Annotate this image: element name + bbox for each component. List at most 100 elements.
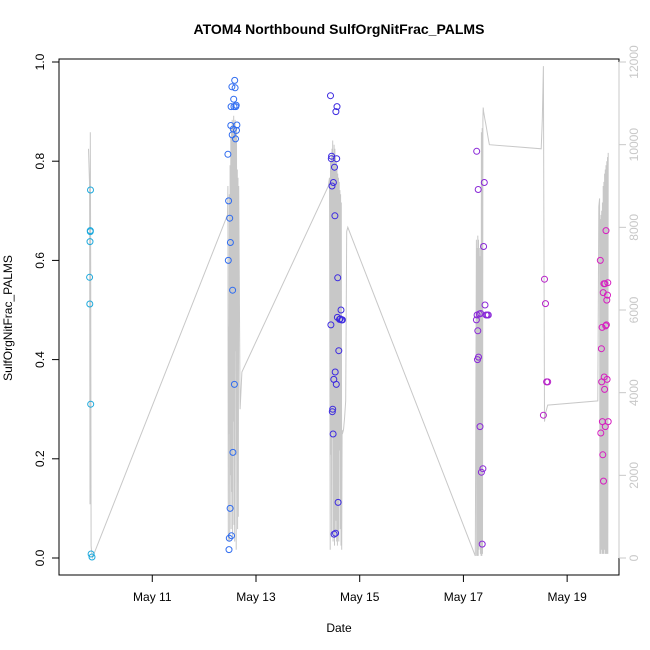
x-tick-label: May 17 xyxy=(444,590,484,604)
data-point xyxy=(87,400,95,408)
data-point xyxy=(474,327,482,335)
x-axis-label: Date xyxy=(326,621,352,635)
data-point xyxy=(231,76,239,84)
altitude-layer xyxy=(88,66,609,560)
y2-tick-label: 10000 xyxy=(627,128,641,162)
data-point xyxy=(328,182,336,190)
data-point xyxy=(602,322,610,330)
data-point xyxy=(329,405,337,413)
data-point xyxy=(541,275,548,283)
data-point xyxy=(480,179,488,186)
y2-tick-label: 2000 xyxy=(627,462,641,489)
y2-tick-label: 4000 xyxy=(627,379,641,406)
data-point xyxy=(333,155,341,163)
data-point xyxy=(232,135,239,143)
data-point xyxy=(477,468,485,476)
data-point xyxy=(597,429,605,437)
data-point xyxy=(338,316,346,324)
x-tick-label: May 11 xyxy=(133,590,172,604)
data-point xyxy=(229,125,237,133)
y2-tick-label: 0 xyxy=(627,554,641,561)
data-point xyxy=(327,155,335,163)
data-point xyxy=(227,103,235,111)
x-tick-label: May 15 xyxy=(340,590,380,604)
data-point xyxy=(86,238,94,246)
data-point xyxy=(604,418,612,426)
data-point xyxy=(472,316,480,324)
data-point xyxy=(604,291,611,299)
data-point xyxy=(481,301,489,309)
data-point xyxy=(476,423,484,431)
y2-axis: 0 2000 4000 6000 8000 10000 12000 xyxy=(618,45,641,561)
data-point xyxy=(224,150,232,158)
data-point xyxy=(226,214,234,222)
data-point xyxy=(230,95,238,103)
data-point xyxy=(473,147,481,155)
data-point xyxy=(602,227,610,235)
data-point xyxy=(601,385,609,393)
data-point xyxy=(331,163,338,171)
data-point xyxy=(332,380,340,388)
data-point xyxy=(335,347,343,355)
data-point xyxy=(542,300,549,308)
y-axis-label: SulfOrgNitFrac_PALMS xyxy=(1,255,15,381)
data-point xyxy=(596,256,604,264)
data-point xyxy=(228,83,236,91)
x-axis: May 11 May 13 May 15 May 17 May 19 xyxy=(133,574,587,604)
data-point xyxy=(86,300,94,308)
y-tick-label: 0.6 xyxy=(33,252,47,269)
data-point xyxy=(229,448,237,456)
data-point xyxy=(332,529,340,537)
data-point xyxy=(599,451,607,459)
y-axis: 0.0 0.2 0.4 0.6 0.8 1.0 xyxy=(33,53,60,566)
data-point xyxy=(329,430,337,438)
data-point xyxy=(597,345,605,353)
data-point xyxy=(232,101,240,109)
data-point xyxy=(331,368,339,376)
data-point xyxy=(337,306,345,314)
data-point xyxy=(332,108,340,116)
data-point xyxy=(331,212,339,220)
y2-tick-label: 8000 xyxy=(627,214,641,241)
altitude-line xyxy=(88,66,609,560)
data-point xyxy=(226,504,234,512)
data-point xyxy=(328,408,336,416)
data-point xyxy=(539,411,547,419)
data-point xyxy=(602,321,610,329)
data-point xyxy=(87,550,95,558)
data-point xyxy=(233,126,240,134)
x-tick-label: May 19 xyxy=(547,590,587,604)
y-tick-label: 0.2 xyxy=(33,450,47,467)
data-point xyxy=(327,321,335,329)
data-point xyxy=(601,423,609,431)
data-point xyxy=(604,279,612,287)
x-tick-label: May 13 xyxy=(236,590,276,604)
data-point xyxy=(229,286,237,294)
data-point xyxy=(475,353,482,361)
data-point xyxy=(86,273,94,281)
data-point xyxy=(329,179,337,186)
data-point xyxy=(225,197,233,205)
data-point xyxy=(603,296,611,304)
data-point xyxy=(480,243,488,250)
data-point xyxy=(226,239,234,246)
data-point xyxy=(479,465,487,473)
data-point xyxy=(330,530,338,538)
data-point xyxy=(600,477,607,485)
points-layer xyxy=(86,76,612,561)
data-point xyxy=(87,186,94,194)
data-point xyxy=(603,375,611,383)
data-point xyxy=(225,546,233,554)
y-tick-label: 0.0 xyxy=(33,549,47,566)
data-point xyxy=(228,532,235,540)
data-point xyxy=(474,186,482,193)
data-point xyxy=(233,121,241,129)
data-point xyxy=(478,540,486,548)
data-point xyxy=(224,256,232,264)
data-point xyxy=(544,378,552,386)
data-point xyxy=(334,498,342,506)
y-tick-label: 1.0 xyxy=(33,53,47,70)
data-point xyxy=(88,553,96,561)
data-point xyxy=(484,311,492,319)
